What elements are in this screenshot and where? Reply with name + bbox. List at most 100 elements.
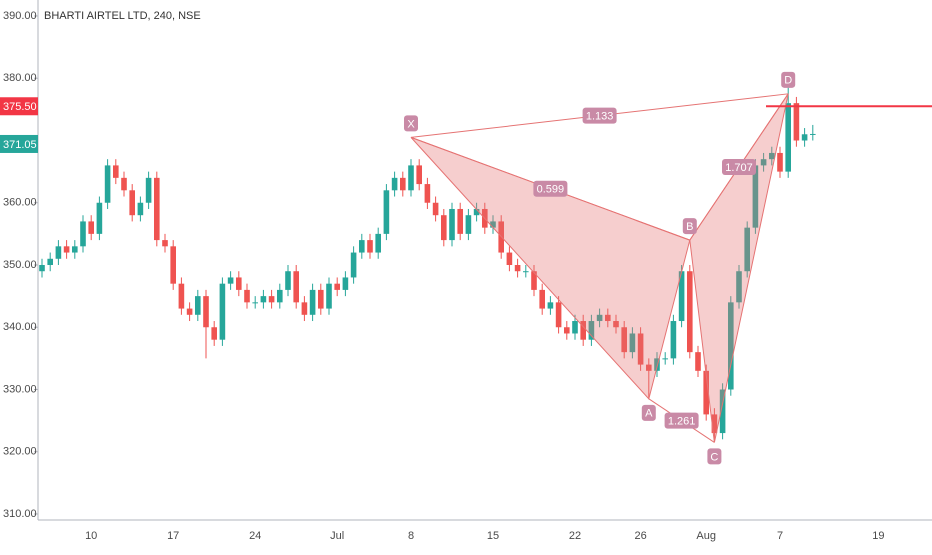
candle-body <box>170 246 176 284</box>
candle-body <box>646 364 652 371</box>
candle-body <box>121 177 127 191</box>
ratio-label: 1.133 <box>586 111 614 123</box>
candle-body <box>104 165 111 203</box>
x-tick-label: 17 <box>167 530 179 542</box>
candle-body <box>719 389 726 434</box>
candle-body <box>55 246 62 259</box>
point-box <box>707 448 722 465</box>
candle-body <box>227 277 234 284</box>
ratio-box <box>582 107 617 124</box>
candle-body <box>490 221 496 228</box>
x-tick-label: 24 <box>249 530 261 542</box>
candle-body <box>523 271 529 273</box>
candle-body <box>416 165 422 185</box>
candle-body <box>555 302 562 328</box>
candle-body <box>588 321 595 340</box>
candle-body <box>359 240 365 253</box>
last-price-label: 371.05 <box>3 139 37 151</box>
candle-body <box>285 271 291 290</box>
ratio-box <box>664 412 699 429</box>
y-tick-label: 330.00 <box>3 383 37 395</box>
candle-body <box>375 233 381 253</box>
point-label: C <box>710 451 718 463</box>
y-tick-label: 350.00 <box>3 259 37 271</box>
candle-body <box>695 352 701 371</box>
candle-body <box>301 302 308 315</box>
candle-body <box>219 283 226 340</box>
x-tick-label: Jul <box>330 530 344 542</box>
candle-body <box>252 302 258 304</box>
chart-title: BHARTI AIRTEL LTD, 240, NSE <box>44 10 201 22</box>
x-tick-label: 22 <box>569 530 581 542</box>
candle-body <box>113 165 119 178</box>
point-box <box>682 218 697 235</box>
candle-body <box>277 289 283 303</box>
candle-body <box>408 165 414 191</box>
candle-body <box>572 321 578 334</box>
candle-body <box>596 314 603 322</box>
candle-body <box>465 215 472 234</box>
candle-body <box>80 221 86 247</box>
candle-body <box>506 252 513 265</box>
candle-body <box>96 202 103 234</box>
ratio-box <box>722 158 756 175</box>
candle-body <box>244 289 250 303</box>
point-label: D <box>784 75 792 87</box>
candle-body <box>63 246 70 253</box>
candle-body <box>621 327 627 353</box>
candle-body <box>137 202 144 216</box>
x-tick-label: 8 <box>408 530 414 542</box>
point-label: X <box>407 118 415 130</box>
candle-body <box>236 277 242 290</box>
candle-body <box>350 252 357 278</box>
y-tick-label: 310.00 <box>3 508 37 520</box>
y-tick-label: 380.00 <box>3 72 37 84</box>
candle-body <box>211 327 217 340</box>
candle-body <box>72 246 78 253</box>
candle-body <box>367 240 373 253</box>
candle-body <box>47 258 53 265</box>
x-tick-label: 10 <box>85 530 97 542</box>
point-box <box>781 71 796 88</box>
candle-body <box>654 358 660 371</box>
candle-body <box>178 283 185 309</box>
candle-body <box>777 152 783 172</box>
candle-body <box>769 152 775 160</box>
candle-body <box>326 283 332 309</box>
candle-body <box>88 221 94 234</box>
candle-body <box>383 190 390 234</box>
ratio-label: 1.261 <box>668 416 696 428</box>
y-tick-label: 360.00 <box>3 197 37 209</box>
candle-body <box>424 184 431 203</box>
candle-body <box>580 321 586 340</box>
candle-body <box>145 177 152 203</box>
x-tick-label: 7 <box>777 530 783 542</box>
candle-body <box>268 296 275 303</box>
ratio-label: 1.707 <box>725 162 753 174</box>
point-box <box>404 115 418 132</box>
candle-body <box>793 103 800 141</box>
candle-body <box>564 327 570 334</box>
candle-body <box>760 159 767 166</box>
candle-body <box>318 289 324 309</box>
candle-body <box>629 333 636 353</box>
candle-body <box>391 177 398 191</box>
price-tag <box>0 97 38 116</box>
candle-body <box>736 271 742 303</box>
y-tick-label: 390.00 <box>3 10 37 22</box>
price-tag-label: 375.50 <box>3 101 37 113</box>
point-label: B <box>686 221 693 233</box>
candle-body <box>400 177 406 191</box>
x-tick-label: 15 <box>487 530 499 542</box>
candle-body <box>154 177 160 241</box>
candle-body <box>670 321 677 359</box>
candle-body <box>744 227 750 272</box>
candle-body <box>162 240 168 247</box>
candle-body <box>662 358 668 360</box>
candle-body <box>441 215 447 241</box>
candle-body <box>687 271 693 353</box>
ratio-box <box>533 180 568 197</box>
x-tick-label: Aug <box>696 530 716 542</box>
